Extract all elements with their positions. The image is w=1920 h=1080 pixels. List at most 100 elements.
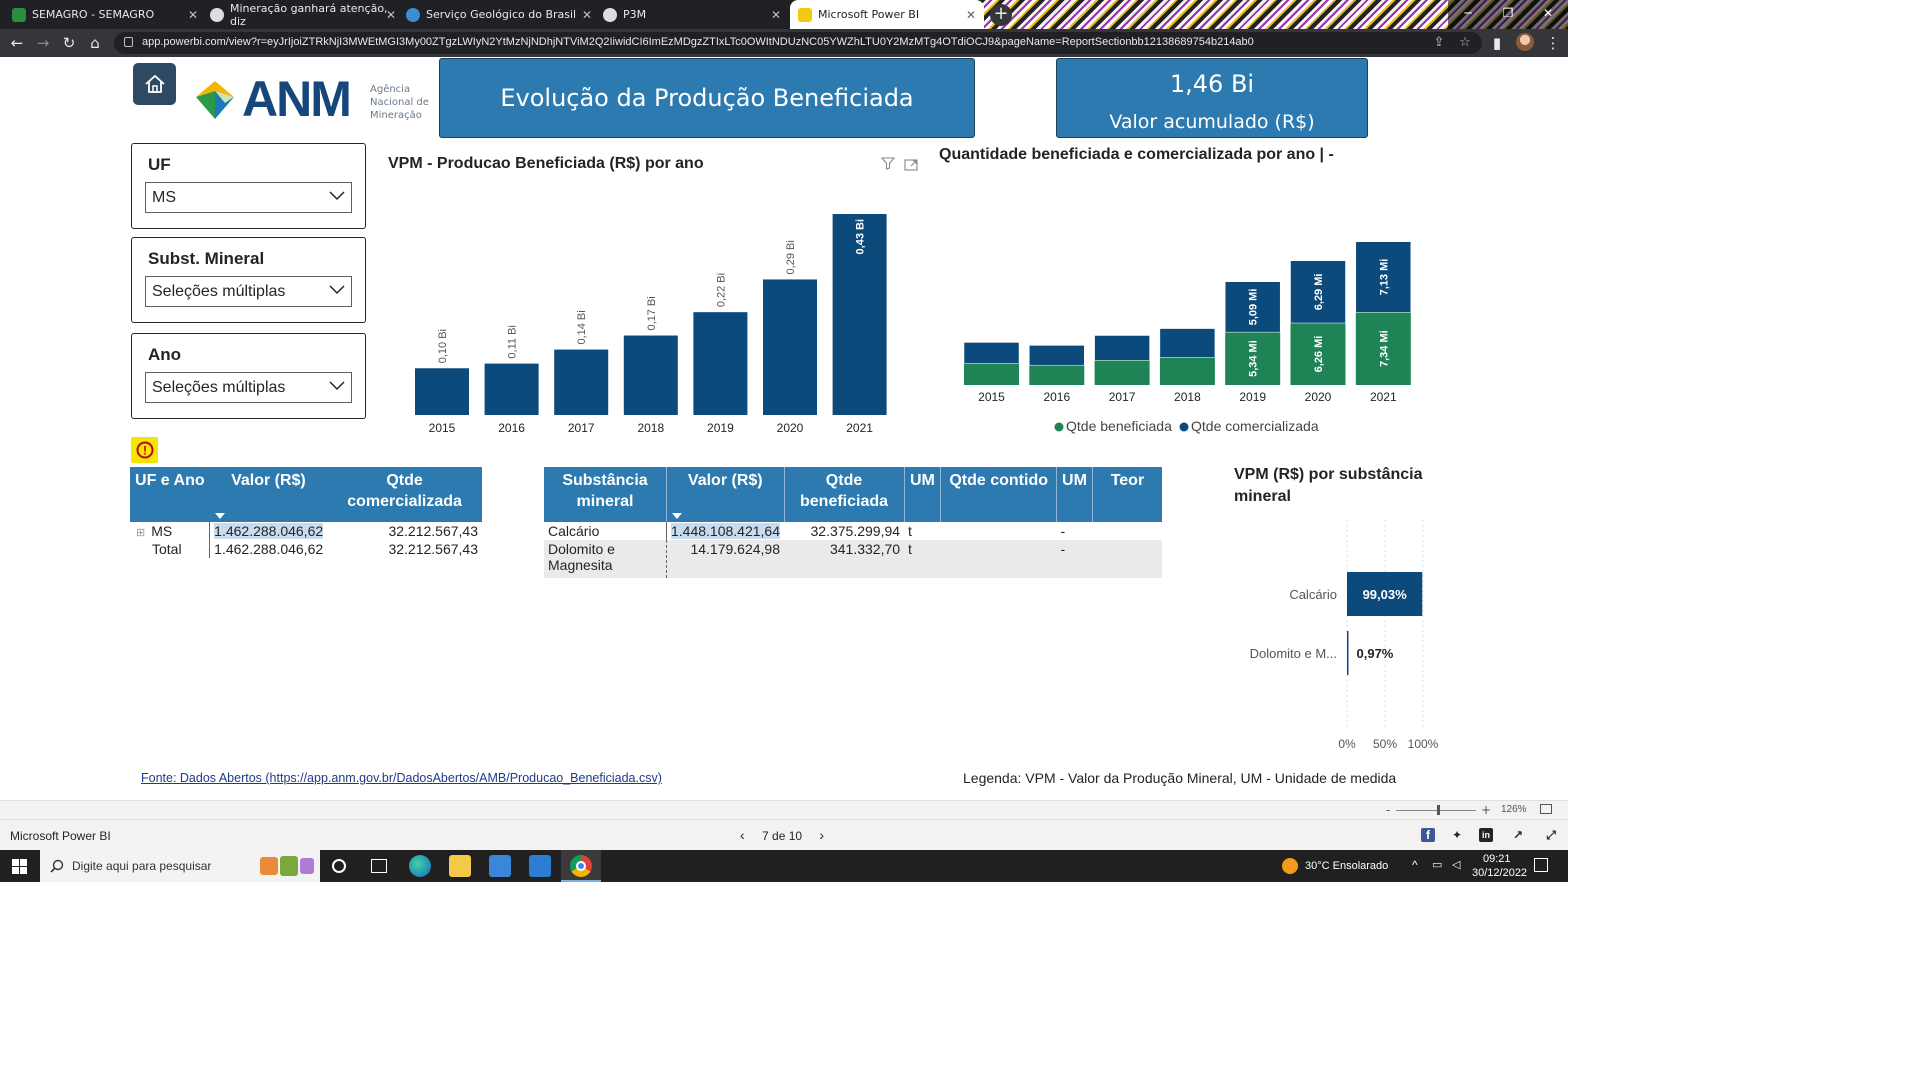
chrome-taskbar-button[interactable] — [561, 850, 601, 882]
chart-vpm-por-ano[interactable]: 2015 0,10 Bi 2016 0,11 Bi 2017 0,14 Bi 2018 0,1… — [400, 195, 900, 440]
fit-page-icon[interactable] — [1540, 804, 1552, 814]
col-header-um[interactable]: UM — [904, 467, 942, 522]
share-icon[interactable]: ↗ — [1512, 828, 1524, 842]
store-icon[interactable] — [489, 855, 511, 877]
globe-favicon-icon — [210, 7, 224, 22]
bookmark-star-icon[interactable]: ☆ — [1459, 35, 1471, 50]
tab-p3m[interactable]: P3M ✕ — [603, 0, 789, 29]
data-label: 6,29 Mi — [1313, 274, 1325, 311]
facebook-icon[interactable]: f — [1421, 828, 1435, 842]
share-page-icon[interactable]: ⇪ — [1433, 35, 1445, 50]
source-link[interactable]: Fonte: Dados Abertos (https://app.anm.go… — [141, 771, 662, 785]
slicer-ano-dropdown[interactable]: Seleções múltiplas — [145, 372, 352, 403]
x-tick-label: 2019 — [1239, 390, 1266, 404]
col-header-um2[interactable]: UM — [1056, 467, 1093, 522]
close-window-button[interactable]: ✕ — [1528, 0, 1568, 29]
tab-servico-geologico[interactable]: Serviço Geológico do Brasil ✕ — [406, 0, 600, 29]
chart-quantidade-por-ano[interactable]: 2015 2016 2017 2018 2019 5,34 Mi 5,09 Mi 2020 6,… — [950, 228, 1430, 438]
tray-chevron-up-icon[interactable]: ^ — [1412, 858, 1418, 872]
col-header-teor[interactable]: Teor — [1092, 467, 1162, 522]
x-tick-label: 2019 — [707, 421, 734, 435]
windows-start-icon[interactable] — [12, 859, 27, 874]
taskbar-search[interactable]: Digite aqui para pesquisar — [40, 850, 320, 882]
data-label: 0,22 Bi — [715, 273, 727, 307]
profile-avatar[interactable] — [1516, 33, 1534, 51]
twitter-icon[interactable]: ✦ — [1451, 828, 1463, 842]
back-icon[interactable]: ← — [10, 34, 24, 52]
slicer-title: Ano — [148, 345, 182, 364]
clock-time[interactable]: 09:21 — [1483, 853, 1511, 865]
x-tick-label: 50% — [1373, 737, 1397, 751]
valor-value: 1.448.108.421,64 — [671, 523, 780, 539]
zoom-slider-thumb[interactable] — [1437, 805, 1440, 815]
filter-icon[interactable] — [880, 156, 896, 170]
expand-plus-icon[interactable]: ⊞ — [136, 527, 146, 539]
close-tab-icon[interactable]: ✕ — [581, 7, 592, 22]
menu-kebab-icon[interactable]: ⋮ — [1545, 34, 1561, 52]
bar — [832, 214, 887, 415]
tab-mineracao[interactable]: Mineração ganhará atenção, diz ✕ — [210, 0, 404, 29]
um-cell: t — [908, 541, 912, 557]
prev-page-icon[interactable]: ‹ — [740, 827, 745, 843]
focus-mode-icon[interactable] — [904, 157, 918, 171]
tab-semagro[interactable]: SEMAGRO - SEMAGRO ✕ — [12, 0, 206, 29]
col-header-uf-ano[interactable]: UF e Ano — [130, 467, 210, 522]
fullscreen-icon[interactable]: ⤢ — [1546, 828, 1556, 842]
side-panel-icon[interactable]: ▮ — [1492, 34, 1502, 52]
table-row[interactable]: Dolomito e Magnesita 14.179.624,98 341.3… — [544, 540, 1162, 578]
next-page-icon[interactable]: › — [819, 827, 825, 843]
chevron-down-icon — [329, 381, 345, 391]
notifications-icon[interactable] — [1534, 858, 1548, 872]
col-header-valor[interactable]: Valor (R$) — [666, 467, 785, 522]
volume-icon[interactable]: ◁ — [1452, 859, 1461, 871]
zoom-in-icon[interactable]: + — [1481, 803, 1492, 817]
task-view-icon[interactable] — [371, 859, 387, 873]
maximize-button[interactable]: ❐ — [1488, 0, 1528, 29]
bar-qtde-beneficiada — [964, 363, 1019, 385]
sort-desc-icon — [672, 513, 682, 519]
cortana-icon[interactable] — [332, 859, 346, 873]
network-icon[interactable]: ▭ — [1432, 859, 1443, 871]
close-tab-icon[interactable]: ✕ — [187, 7, 198, 22]
file-explorer-icon[interactable] — [449, 855, 471, 877]
edge-icon[interactable] — [409, 855, 431, 877]
address-bar[interactable]: app.powerbi.com/view?r=eyJrIjoiZTRkNjI3M… — [114, 32, 1482, 54]
home-icon[interactable]: ⌂ — [90, 34, 100, 52]
widget-icon — [260, 857, 278, 875]
windows-taskbar: Digite aqui para pesquisar 30°C Ensolara… — [0, 850, 1568, 882]
x-tick-label: 2015 — [429, 421, 456, 435]
close-tab-icon[interactable]: ✕ — [385, 7, 396, 22]
forward-icon[interactable]: → — [36, 34, 50, 52]
bar-qtde-beneficiada — [1159, 357, 1215, 385]
reload-icon[interactable]: ↻ — [62, 34, 76, 52]
col-header-qtde-contido[interactable]: Qtde contido — [940, 467, 1058, 522]
linkedin-icon[interactable]: in — [1479, 828, 1493, 842]
powerbi-app-name: Microsoft Power BI — [10, 829, 111, 843]
table-substancia: Substância mineral Valor (R$) Qtde benef… — [544, 467, 1162, 578]
url-text[interactable]: app.powerbi.com/view?r=eyJrIjoiZTRkNjI3M… — [142, 36, 1254, 48]
new-tab-button[interactable]: + — [990, 4, 1012, 26]
slicer-uf: UF MS — [131, 143, 366, 229]
home-button[interactable] — [133, 63, 176, 105]
close-tab-icon[interactable]: ✕ — [965, 7, 976, 22]
clock-date[interactable]: 30/12/2022 — [1472, 867, 1528, 879]
close-tab-icon[interactable]: ✕ — [770, 7, 781, 22]
col-header-substancia[interactable]: Substância mineral — [544, 467, 667, 522]
chart-vpm-por-substancia[interactable]: 0% 50% 100% Calcário 99,03% Dolomito e M... 0,… — [1230, 515, 1460, 760]
zoom-slider[interactable] — [1396, 810, 1476, 811]
minimize-button[interactable]: ─ — [1448, 0, 1488, 29]
col-header-qtde-beneficiada[interactable]: Qtde beneficiada — [784, 467, 905, 522]
table-row[interactable]: Calcário 1.448.108.421,64 32.375.299,94 … — [544, 522, 1162, 540]
bar — [554, 349, 609, 415]
table-row[interactable]: ⊞ MS 1.462.288.046,62 32.212.567,43 — [130, 522, 482, 540]
col-header-qtde-comercializada[interactable]: Qtde comercializada — [327, 467, 482, 522]
zoom-out-icon[interactable]: - — [1386, 803, 1391, 817]
tab-powerbi[interactable]: Microsoft Power BI ✕ — [790, 0, 984, 29]
col-header-valor[interactable]: Valor (R$) — [209, 467, 328, 522]
slicer-uf-dropdown[interactable]: MS — [145, 182, 352, 213]
weather-text[interactable]: 30°C Ensolarado — [1305, 860, 1389, 872]
warning-button[interactable]: ! — [131, 437, 158, 463]
slicer-substancia-dropdown[interactable]: Seleções múltiplas — [145, 276, 352, 307]
kpi-card: 1,46 Bi Valor acumulado (R$) — [1056, 58, 1368, 138]
mail-icon[interactable] — [529, 855, 551, 877]
